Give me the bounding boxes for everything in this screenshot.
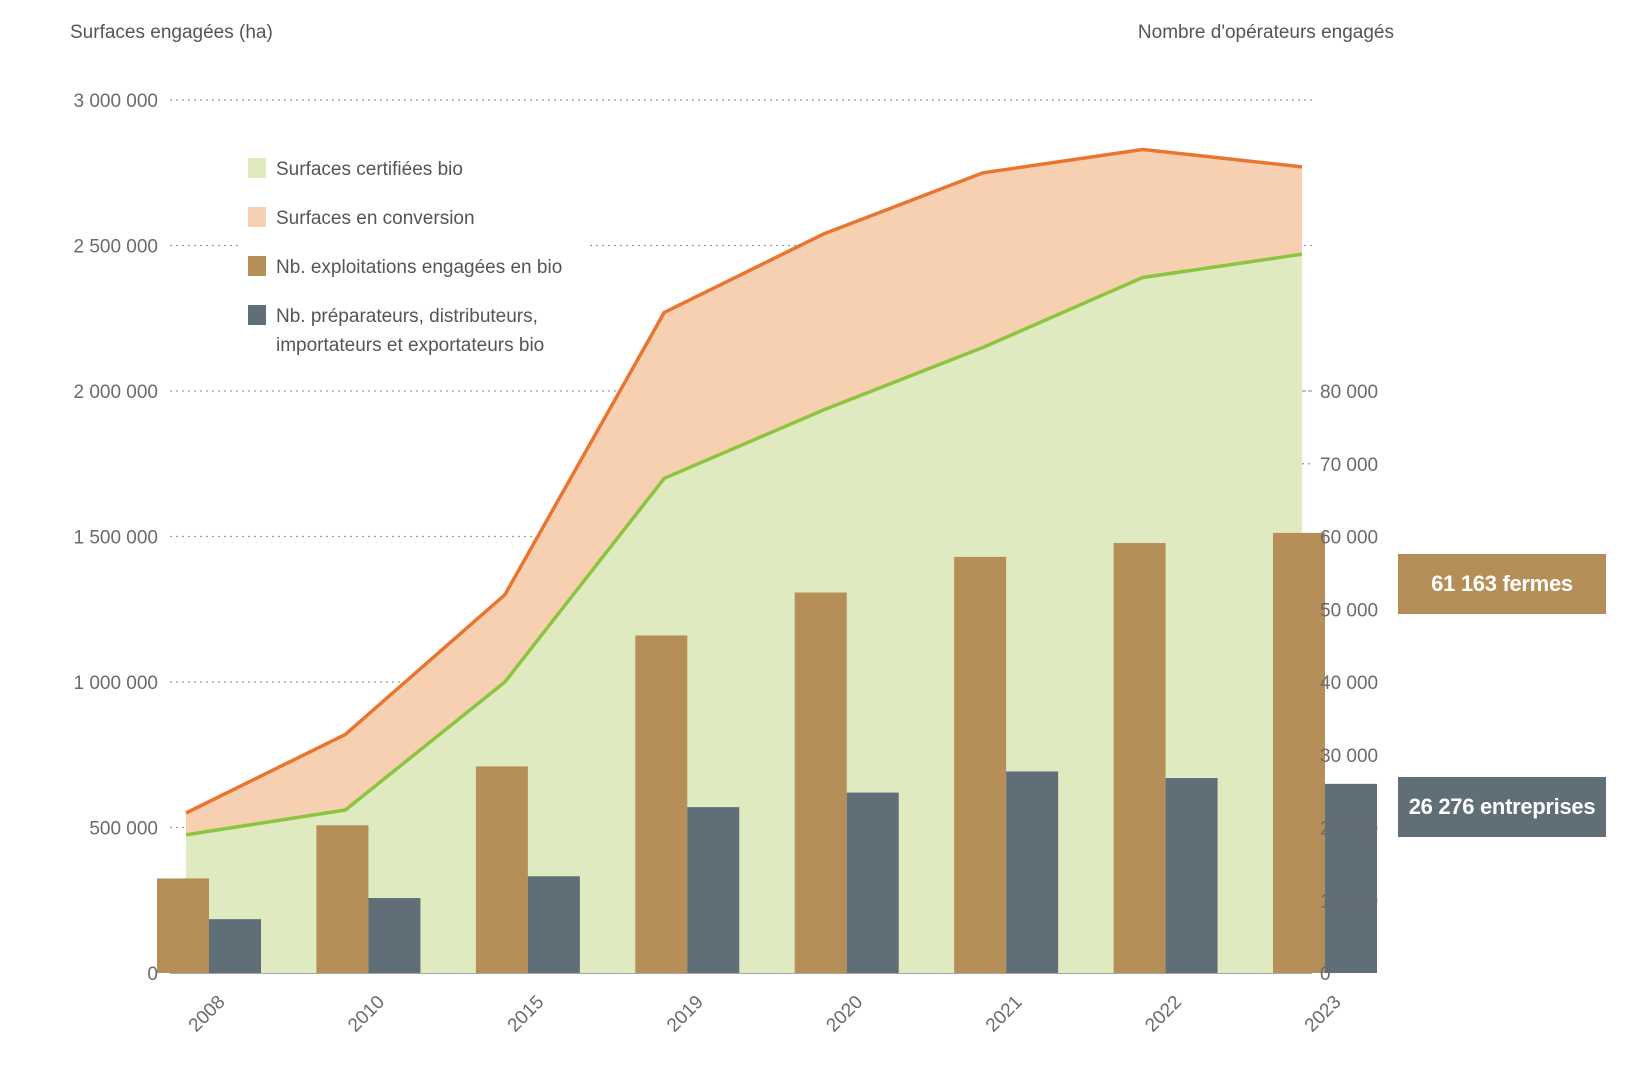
right-tick-label: 60 000: [1320, 528, 1378, 549]
legend-label-farms: Nb. exploitations engagées en bio: [276, 257, 562, 278]
legend-background: [240, 140, 590, 370]
companies-total-badge: 26 276 entreprises: [1398, 777, 1606, 837]
right-tick-label: 0: [1320, 964, 1331, 985]
x-tick-label: 2015: [504, 992, 549, 1037]
legend-label-certified: Surfaces certifiées bio: [276, 159, 463, 180]
legend-label-companies: importateurs et exportateurs bio: [276, 335, 544, 356]
right-tick-label: 10 000: [1320, 891, 1378, 912]
bar-farms-2023: [1273, 532, 1325, 973]
right-tick-label: 70 000: [1320, 455, 1378, 476]
bar-companies-2021: [1006, 771, 1059, 973]
left-tick-label: 0: [147, 964, 158, 985]
bar-companies-2008: [209, 919, 261, 973]
right-tick-label: 40 000: [1320, 673, 1378, 694]
right-tick-label: 20 000: [1320, 819, 1378, 840]
legend-label-companies: Nb. préparateurs, distributeurs,: [276, 306, 538, 327]
legend-swatch-conversion: [248, 207, 266, 227]
x-tick-label: 2022: [1141, 992, 1186, 1037]
bar-companies-2023: [1325, 783, 1377, 973]
legend-swatch-certified: [248, 158, 266, 178]
line-layer: [185, 147, 1303, 837]
legend: Surfaces certifiées bio Surfaces en conve…: [240, 140, 590, 370]
x-tick-label: 2019: [663, 992, 708, 1037]
line-certified: [185, 252, 1303, 837]
bar-farms-2015: [475, 766, 528, 973]
tick-labels: 0 500 000 1 000 000 1 500 000 2 000 000 2 500…: [73, 91, 1378, 985]
x-tick-label: 2010: [344, 992, 389, 1037]
x-tick-label: 2023: [1301, 992, 1346, 1037]
line-total-engaged: [185, 147, 1303, 815]
left-axis-title: Surfaces engagées (ha): [70, 22, 273, 43]
right-tick-label: 80 000: [1320, 382, 1378, 403]
farms-total-badge: 61 163 fermes: [1398, 554, 1606, 614]
legend-label-conversion: Surfaces en conversion: [276, 208, 475, 229]
bar-farms-2022: [1113, 543, 1166, 973]
legend-swatch-farms: [248, 256, 266, 276]
x-axis-labels: 2008 2010 2015 2019 2020 2021 2022 2023: [185, 992, 1346, 1037]
left-tick-label: 500 000: [89, 819, 158, 840]
bar-farms-2019: [635, 635, 688, 973]
left-tick-label: 3 000 000: [73, 91, 158, 112]
left-tick-label: 1 000 000: [73, 673, 158, 694]
bar-farms-2008: [157, 878, 209, 973]
legend-swatch-companies: [248, 305, 266, 325]
bar-companies-2020: [846, 792, 899, 973]
bar-farms-2020: [794, 592, 847, 973]
right-axis-title: Nombre d'opérateurs engagés: [1138, 22, 1394, 43]
bar-companies-2019: [687, 807, 740, 973]
bar-companies-2022: [1165, 778, 1218, 973]
x-tick-label: 2020: [823, 992, 868, 1037]
bar-companies-2015: [527, 876, 580, 973]
bar-farms-2010: [316, 825, 369, 973]
left-tick-label: 2 000 000: [73, 382, 158, 403]
area-conversion: [186, 149, 1302, 835]
right-tick-label: 30 000: [1320, 746, 1378, 767]
x-tick-label: 2021: [982, 992, 1027, 1037]
farms-total-text: 61 163 fermes: [1431, 571, 1573, 596]
x-tick-label: 2008: [185, 992, 230, 1037]
bar-layer: [157, 532, 1377, 973]
bar-farms-2021: [954, 556, 1007, 973]
right-tick-label: 50 000: [1320, 600, 1378, 621]
left-tick-label: 1 500 000: [73, 528, 158, 549]
left-tick-label: 2 500 000: [73, 237, 158, 258]
companies-total-text: 26 276 entreprises: [1408, 794, 1596, 819]
bar-companies-2010: [368, 898, 421, 973]
